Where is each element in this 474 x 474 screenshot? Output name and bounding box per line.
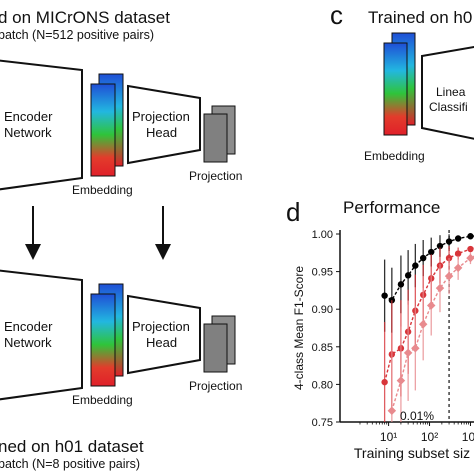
series-point — [404, 272, 412, 279]
series-point — [467, 233, 474, 240]
x-tick-label: 10² — [421, 430, 438, 444]
y-tick-label: 0.90 — [312, 304, 333, 316]
series-point — [428, 248, 435, 256]
series-point — [435, 283, 445, 293]
series-point — [436, 242, 444, 250]
series-line — [384, 235, 474, 302]
x-tick-label: 10³ — [462, 430, 474, 444]
panel-c-letter: c — [330, 0, 343, 30]
top-projection-block — [203, 105, 236, 163]
series-point — [454, 235, 462, 242]
top-projection-head-label-line2: Head — [146, 125, 178, 140]
series-line — [391, 255, 474, 411]
top-projection-head-label-line1: Projection — [132, 109, 190, 124]
top-projection-label: Projection — [189, 169, 243, 183]
series-point — [445, 238, 453, 245]
panel-d-title: Performance — [343, 198, 441, 217]
series-point — [411, 344, 420, 353]
series-point — [412, 262, 419, 269]
top-encoder-label-line2: Network — [4, 125, 52, 140]
bottom-diagram-title: ned on h01 dataset — [0, 437, 144, 456]
bottom-projection-head-label-line2: Head — [146, 335, 178, 350]
top-diagram-title: d on MICrONS dataset — [0, 8, 170, 27]
bottom-projection-head-label-line1: Projection — [132, 319, 190, 334]
c-linear-classifier-trapezoid — [421, 46, 474, 140]
series-point — [467, 245, 474, 253]
bottom-projection-head-trapezoid — [127, 294, 201, 375]
panel-d-letter: d — [286, 197, 301, 227]
series-point — [403, 348, 413, 358]
bottom-encoder-trapezoid — [0, 269, 83, 401]
series-point — [426, 301, 436, 310]
y-axis-label: 4-class Mean F1-Score — [292, 266, 306, 390]
c-embedding-block — [383, 32, 416, 136]
series-point — [418, 319, 428, 329]
bottom-embedding-block — [90, 283, 124, 387]
top-embedding-block — [90, 73, 124, 177]
x-tick-label: 10¹ — [380, 430, 397, 444]
series-point — [466, 253, 474, 263]
series-point — [397, 281, 405, 288]
bottom-diagram-subtitle: batch (N=8 positive pairs) — [0, 457, 141, 471]
bottom-projection-block — [203, 315, 236, 373]
bottom-projection-label: Projection — [189, 379, 243, 393]
series-point — [454, 250, 462, 257]
top-diagram-subtitle: batch (N=512 positive pairs) — [0, 28, 154, 42]
panel-c-classifier-line2: Classifi — [429, 100, 468, 114]
panel-c-classifier-line1: Linea — [436, 85, 466, 99]
y-tick-label: 0.85 — [312, 342, 333, 354]
series-point — [381, 378, 388, 386]
y-tick-label: 1.00 — [312, 229, 333, 241]
panel-c-embedding-label: Embedding — [364, 149, 425, 163]
series-point — [387, 406, 397, 415]
top-encoder-label-line1: Encoder — [4, 109, 53, 124]
series-point — [444, 271, 454, 281]
top-projection-head-trapezoid — [127, 84, 201, 165]
y-tick-label: 0.95 — [312, 267, 333, 279]
top-embedding-label: Embedding — [72, 183, 133, 197]
panel-c-title: Trained on h0 — [368, 8, 473, 27]
series-point — [396, 376, 406, 385]
bottom-encoder-label-line1: Encoder — [4, 319, 53, 334]
series-point — [388, 296, 396, 304]
x-axis-label: Training subset siz — [354, 445, 470, 461]
bottom-embedding-label: Embedding — [72, 393, 133, 407]
bottom-encoder-label-line2: Network — [4, 335, 52, 350]
series-point — [381, 292, 388, 299]
series-point — [453, 263, 463, 273]
y-tick-label: 0.80 — [312, 379, 333, 391]
chart-annotation: 0.01% — [400, 409, 435, 423]
y-tick-label: 0.75 — [312, 417, 333, 429]
top-encoder-trapezoid — [0, 59, 83, 191]
series-point — [419, 254, 427, 262]
